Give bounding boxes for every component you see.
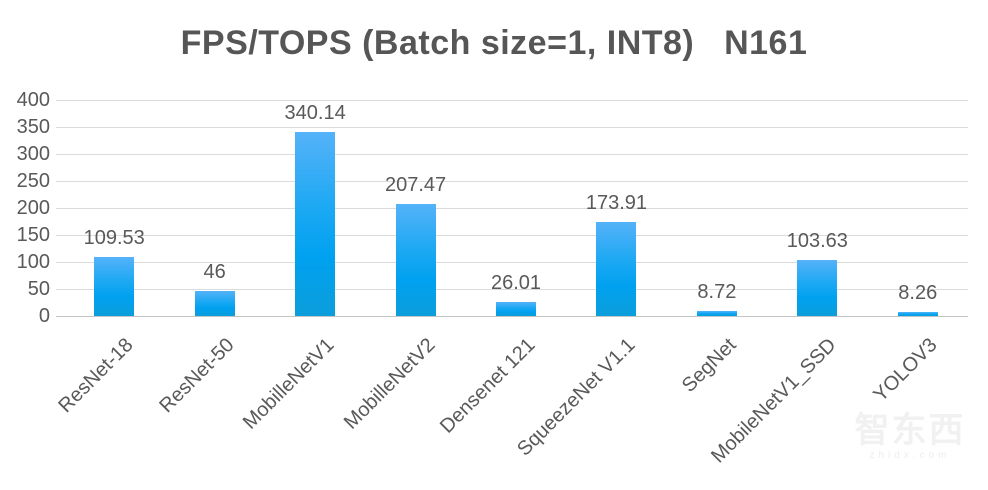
gridline xyxy=(56,127,968,128)
y-axis-tick-label: 50 xyxy=(27,278,50,300)
y-axis-tick-label: 400 xyxy=(16,89,50,111)
bar xyxy=(496,301,536,316)
bar-value-label: 8.26 xyxy=(898,281,938,304)
y-axis-tick-label: 100 xyxy=(16,251,50,273)
gridline xyxy=(56,235,968,236)
bar-value-label: 26.01 xyxy=(490,271,542,294)
bar-value-label: 8.72 xyxy=(697,281,737,304)
chart-title: FPS/TOPS (Batch size=1, INT8) N161 xyxy=(180,24,808,62)
x-axis-category-label: YOLOV3 xyxy=(869,334,942,407)
bar-value-label: 173.91 xyxy=(585,192,648,215)
bar-value-label: 340.14 xyxy=(284,102,346,125)
gridline xyxy=(56,262,968,263)
bar-value-label: 46 xyxy=(203,261,226,284)
y-axis-tick-label: 0 xyxy=(38,305,50,327)
bar-value-label: 109.53 xyxy=(83,226,145,249)
bar xyxy=(194,291,235,316)
gridline xyxy=(56,100,968,101)
bar xyxy=(696,311,737,316)
bar-value-label: 103.63 xyxy=(786,230,848,253)
gridline xyxy=(56,208,968,209)
bar xyxy=(94,256,135,316)
y-axis-tick-label: 250 xyxy=(16,170,50,192)
bar xyxy=(295,132,336,316)
gridline xyxy=(56,289,968,290)
y-axis-tick-label: 200 xyxy=(16,197,50,219)
gridline xyxy=(56,316,968,317)
y-axis-tick-label: 150 xyxy=(16,224,50,246)
bar xyxy=(797,260,838,316)
bar xyxy=(897,311,938,316)
gridline xyxy=(56,181,968,182)
y-axis-tick-label: 300 xyxy=(16,143,50,165)
watermark-domain: zhidx.com xyxy=(869,450,951,461)
y-axis-tick-label: 350 xyxy=(16,116,50,138)
bar xyxy=(395,203,436,316)
bar-value-label: 207.47 xyxy=(384,173,447,196)
gridline xyxy=(56,154,968,155)
bar xyxy=(596,222,637,316)
